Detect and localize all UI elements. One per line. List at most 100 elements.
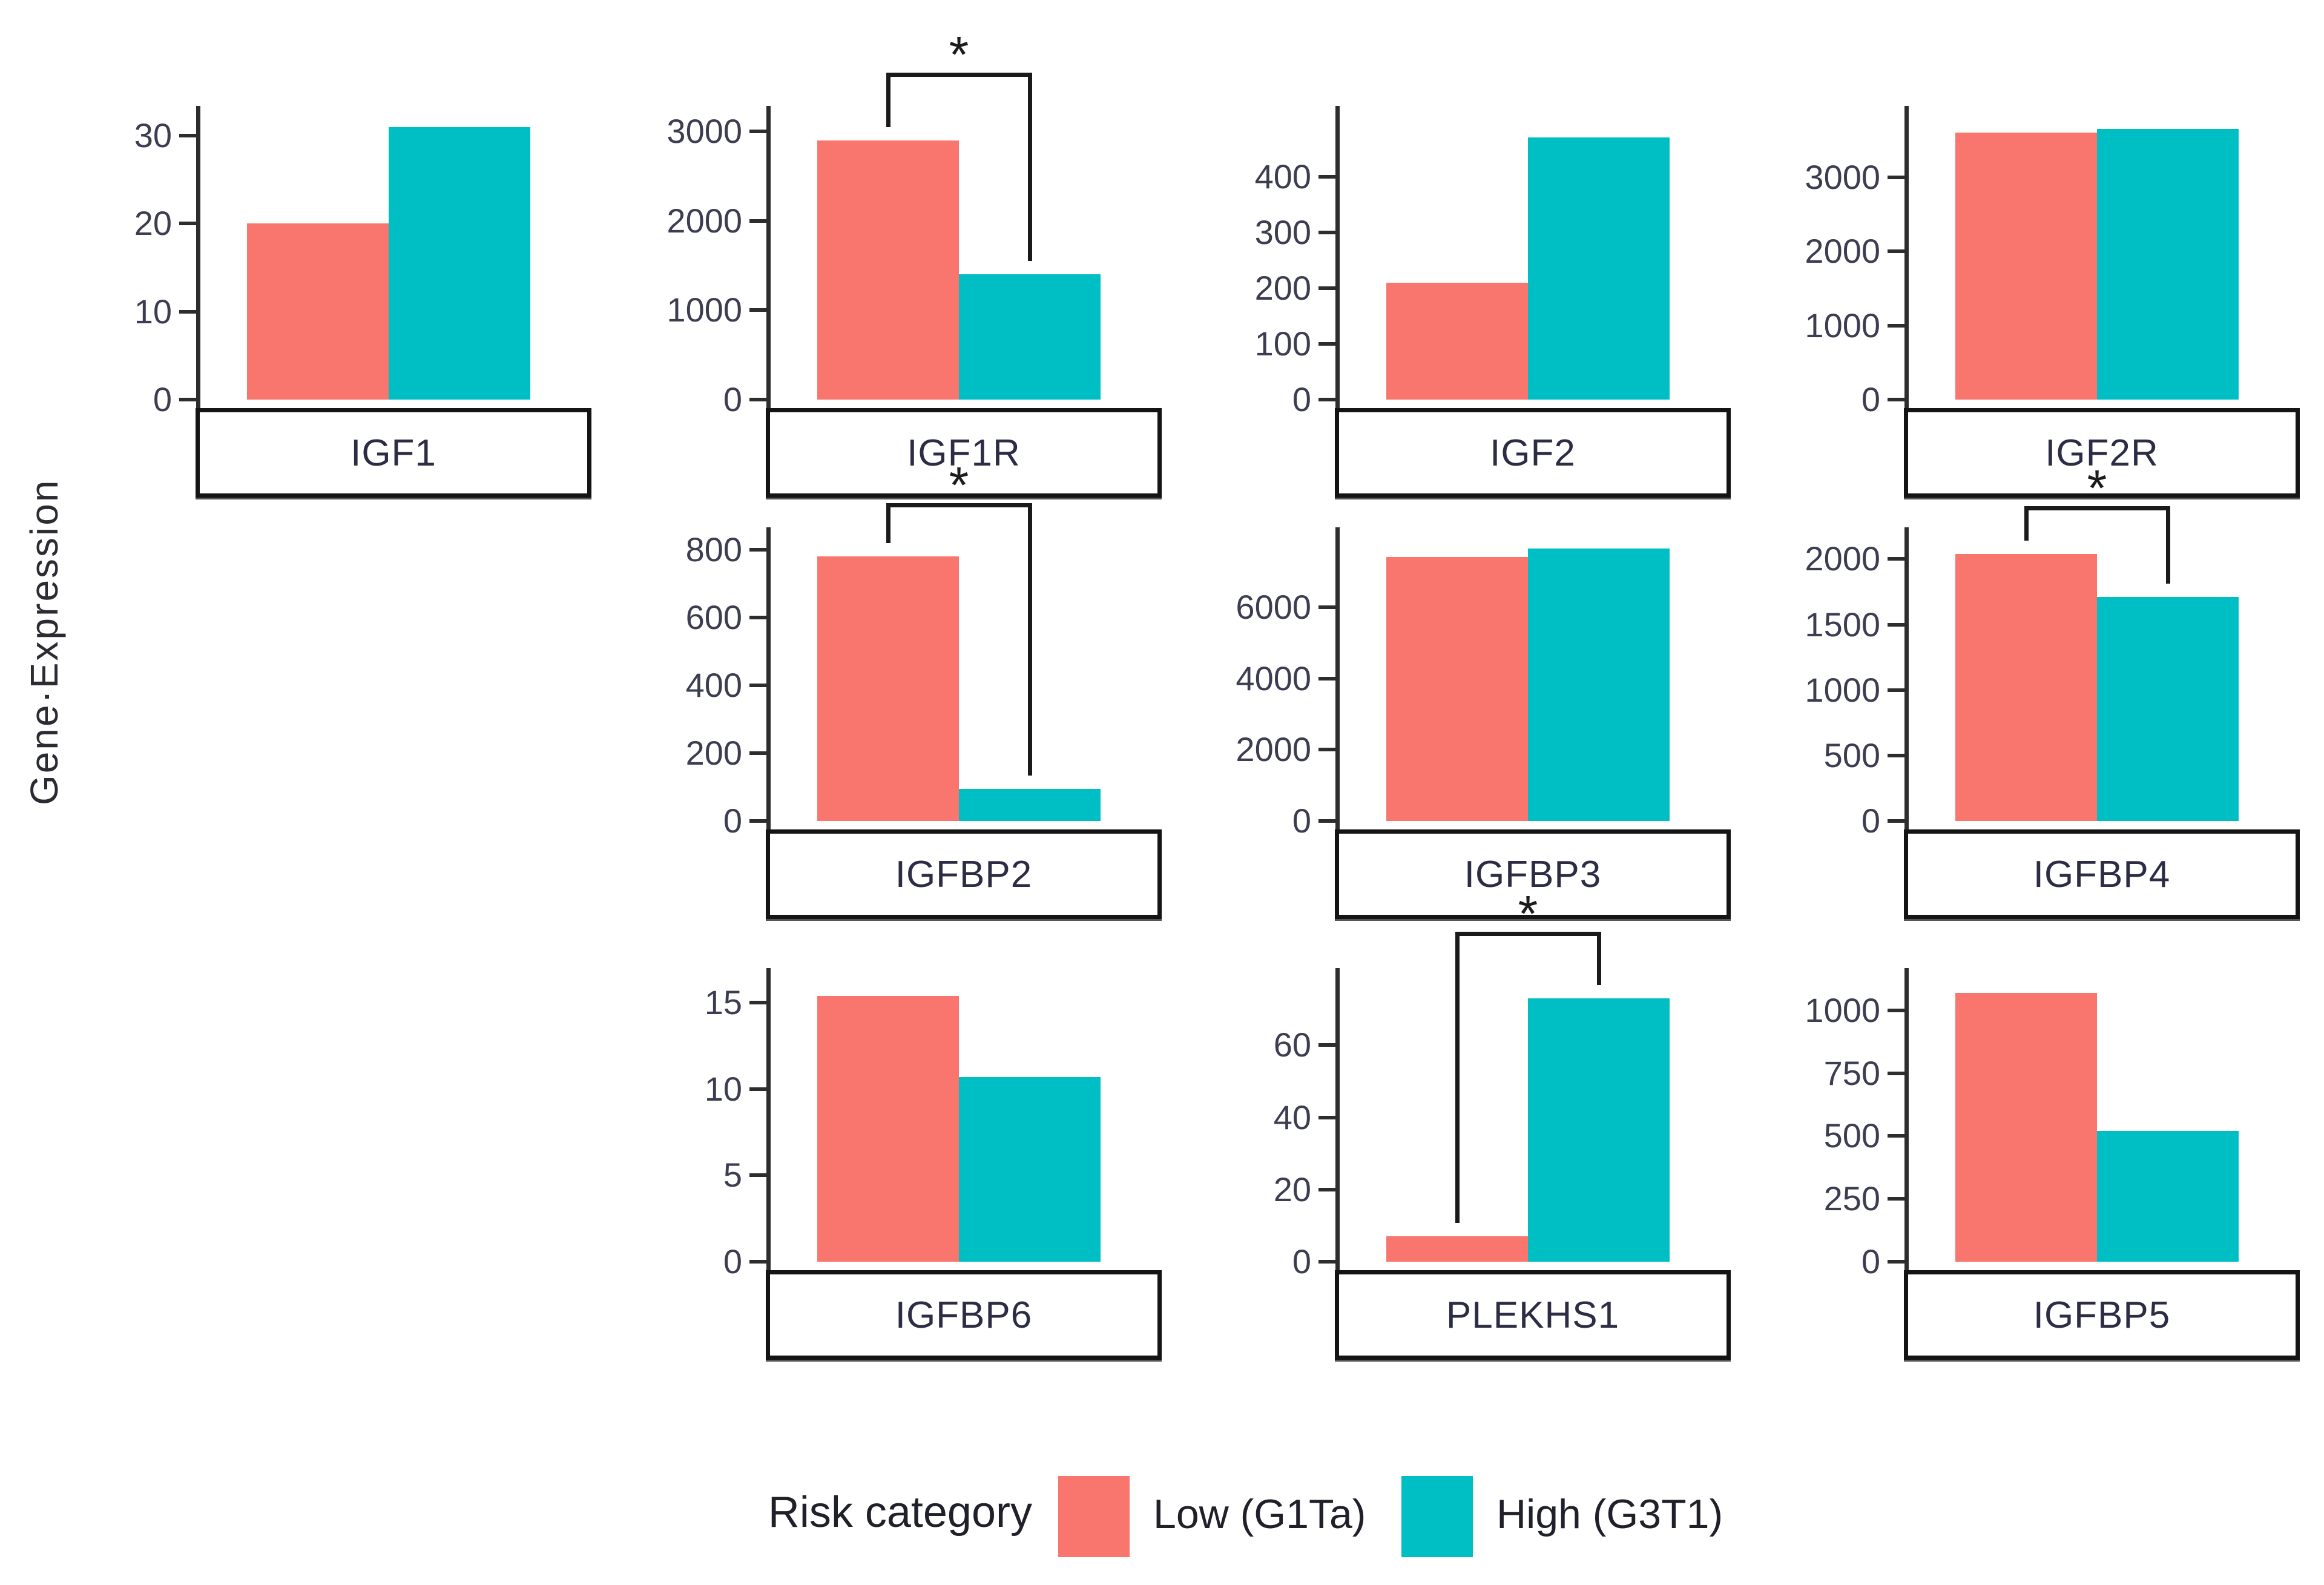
- y-axis-line: [1904, 968, 1909, 1270]
- bar-low-igf1: [247, 223, 389, 400]
- y-axis-line: [766, 106, 771, 408]
- y-tick-label: 0: [1292, 802, 1311, 840]
- y-tick-label: 1000: [667, 291, 742, 329]
- y-tick-mark: [179, 222, 196, 226]
- y-tick-mark: [1888, 1134, 1904, 1138]
- y-tick-mark: [179, 134, 196, 138]
- y-tick-mark: [1318, 398, 1335, 401]
- facet-strip-igfbp3: IGFBP3: [1335, 829, 1731, 919]
- y-tick-mark: [1888, 323, 1904, 328]
- y-tick-mark: [749, 1087, 766, 1091]
- y-tick-label: 30: [134, 116, 172, 155]
- y-tick-mark: [1318, 1260, 1335, 1264]
- y-tick-label: 0: [723, 380, 742, 418]
- y-tick-mark: [1888, 1260, 1904, 1264]
- y-axis-line: [1335, 968, 1340, 1270]
- facet-label-igf1: IGF1: [351, 432, 436, 474]
- y-tick-label: 400: [1254, 157, 1311, 196]
- bar-high-plekhs1: [1528, 998, 1670, 1262]
- bar-low-igfbp2: [817, 556, 959, 821]
- y-tick-mark: [1318, 1115, 1335, 1119]
- facet-label-igf2: IGF2: [1490, 432, 1576, 474]
- y-tick-mark: [1888, 1008, 1904, 1012]
- bar-low-igf2: [1386, 282, 1528, 400]
- facet-label-igfbp2: IGFBP2: [895, 853, 1033, 895]
- y-tick-mark: [749, 308, 766, 312]
- y-tick-label: 500: [1823, 1116, 1880, 1155]
- significance-bracket-left-arm: [886, 73, 890, 127]
- y-tick-label: 300: [1254, 213, 1311, 251]
- y-tick-label: 4000: [1236, 659, 1311, 697]
- y-tick-label: 2000: [1805, 539, 1880, 578]
- y-tick-label: 10: [704, 1069, 742, 1108]
- significance-bracket-top: [886, 503, 1032, 507]
- bar-high-igfbp4: [2097, 597, 2239, 821]
- y-tick-mark: [1318, 676, 1335, 680]
- facet-label-igf1r: IGF1R: [907, 432, 1021, 474]
- legend-label-high: High (G3T1): [1496, 1491, 1723, 1537]
- y-tick-label: 2000: [1236, 730, 1311, 769]
- y-tick-label: 0: [1861, 380, 1880, 418]
- y-axis-line: [766, 527, 771, 829]
- significance-asterisk: *: [2087, 460, 2107, 516]
- facet-strip-igf2r: IGF2R: [1904, 408, 2300, 498]
- y-tick-mark: [1888, 688, 1904, 692]
- y-tick-label: 3000: [1805, 157, 1880, 196]
- significance-bracket-right-arm: [1027, 73, 1032, 262]
- facet-strip-plekhs1: PLEKHS1: [1335, 1270, 1731, 1360]
- y-tick-mark: [749, 615, 766, 619]
- y-tick-label: 15: [704, 983, 742, 1022]
- y-axis-title: Gene·Expression: [22, 478, 66, 805]
- bar-low-igfbp4: [1955, 553, 2097, 821]
- significance-asterisk: *: [949, 26, 969, 83]
- y-tick-mark: [1318, 286, 1335, 290]
- y-tick-mark: [1888, 1071, 1904, 1075]
- y-tick-mark: [1888, 753, 1904, 757]
- y-tick-label: 800: [685, 530, 742, 568]
- y-tick-mark: [749, 683, 766, 687]
- y-tick-label: 500: [1823, 736, 1880, 774]
- significance-bracket-left-arm: [886, 503, 890, 543]
- significance-bracket-top: [886, 73, 1032, 77]
- significance-asterisk: *: [949, 456, 969, 513]
- y-tick-mark: [1318, 819, 1335, 823]
- facet-strip-igfbp4: IGFBP4: [1904, 829, 2300, 919]
- bar-high-igf2r: [2097, 129, 2239, 400]
- y-tick-label: 1500: [1805, 605, 1880, 644]
- bar-high-igfbp3: [1528, 548, 1670, 821]
- bar-low-igf2r: [1955, 133, 2097, 400]
- facet-strip-igfbp5: IGFBP5: [1904, 1270, 2300, 1360]
- y-tick-label: 6000: [1236, 587, 1311, 626]
- significance-bracket-right-arm: [2165, 506, 2170, 584]
- y-tick-label: 100: [1254, 324, 1311, 363]
- significance-bracket-left-arm: [1455, 932, 1460, 1224]
- y-tick-mark: [749, 130, 766, 134]
- y-tick-label: 400: [685, 665, 742, 704]
- y-axis-line: [1904, 106, 1909, 408]
- y-tick-label: 0: [153, 380, 172, 418]
- y-tick-label: 60: [1273, 1026, 1311, 1064]
- y-tick-mark: [1318, 1043, 1335, 1047]
- y-tick-label: 20: [134, 204, 172, 243]
- legend-swatch-high: [1401, 1476, 1473, 1557]
- y-tick-label: 5: [723, 1156, 742, 1195]
- bar-high-igf2: [1528, 137, 1670, 400]
- y-tick-label: 0: [723, 1242, 742, 1280]
- facet-label-igfbp4: IGFBP4: [2033, 853, 2171, 895]
- significance-bracket-top: [2024, 506, 2170, 510]
- y-tick-mark: [749, 819, 766, 823]
- y-axis-line: [1335, 106, 1340, 408]
- y-axis-line: [766, 968, 771, 1270]
- bar-high-igf1r: [959, 274, 1101, 400]
- y-tick-mark: [1318, 605, 1335, 609]
- y-tick-label: 0: [1292, 380, 1311, 418]
- y-tick-label: 0: [1292, 1242, 1311, 1280]
- y-tick-label: 750: [1823, 1053, 1880, 1092]
- bar-low-igfbp5: [1955, 992, 2097, 1262]
- y-tick-mark: [749, 219, 766, 223]
- y-tick-mark: [749, 398, 766, 401]
- y-tick-mark: [179, 398, 196, 401]
- y-tick-mark: [749, 751, 766, 755]
- y-tick-mark: [1888, 622, 1904, 627]
- y-tick-mark: [749, 1260, 766, 1264]
